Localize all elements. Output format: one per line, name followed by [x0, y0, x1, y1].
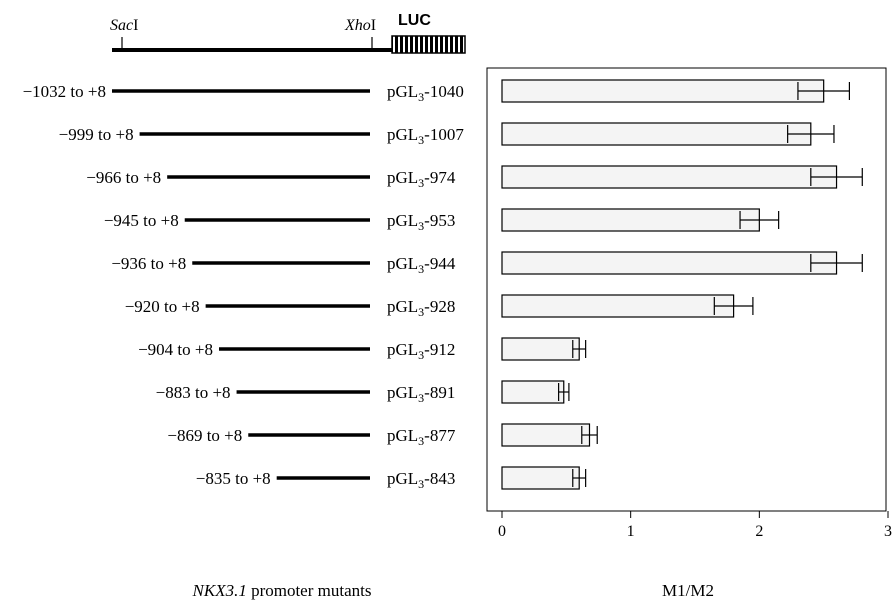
plasmid-label: pGL3-1007 [387, 125, 464, 147]
range-label: −1032 to +8 [23, 82, 106, 101]
bar [501, 122, 812, 146]
bar [501, 251, 838, 275]
bar [501, 380, 565, 404]
bar-chart: 0 1 2 3 [486, 67, 892, 540]
luc-label: LUC [398, 12, 431, 29]
range-label: −869 to +8 [167, 426, 242, 445]
plasmid-label: pGL3-1040 [387, 82, 464, 104]
bar [501, 208, 760, 232]
plasmid-label: pGL3-912 [387, 340, 455, 362]
bar [501, 337, 580, 361]
plasmid-label: pGL3-974 [387, 168, 456, 190]
plasmid-label: pGL3-843 [387, 469, 455, 491]
error-bars [558, 82, 863, 487]
luc-reporter-box [391, 35, 466, 54]
x-tick-label: 2 [755, 523, 763, 540]
x-tick-label: 3 [884, 523, 892, 540]
bars [501, 79, 838, 490]
x-tick-label: 1 [627, 523, 635, 540]
bar [501, 423, 591, 447]
bar [501, 165, 838, 189]
range-label: −920 to +8 [125, 297, 200, 316]
range-label: −945 to +8 [104, 211, 179, 230]
saci-site-label: SacI [110, 17, 138, 34]
mutant-rows: −1032 to +8 pGL3-1040 −999 to +8 pGL3-1007 −… [23, 82, 465, 491]
bar [501, 466, 580, 490]
x-axis: 0 1 2 3 [498, 511, 892, 540]
plasmid-label: pGL3-928 [387, 297, 455, 319]
range-label: −835 to +8 [196, 469, 271, 488]
xhoi-site-label: XhoI [344, 17, 376, 34]
bar [501, 294, 735, 318]
bar [501, 79, 825, 103]
range-label: −966 to +8 [86, 168, 161, 187]
plasmid-label: pGL3-953 [387, 211, 455, 233]
range-label: −936 to +8 [111, 254, 186, 273]
range-label: −999 to +8 [59, 125, 134, 144]
plasmid-label: pGL3-944 [387, 254, 456, 276]
plasmid-label: pGL3-891 [387, 383, 455, 405]
range-label: −904 to +8 [138, 340, 213, 359]
x-tick-label: 0 [498, 523, 506, 540]
x-axis-title: M1/M2 [662, 581, 714, 600]
construct-schematic: SacI XhoI LUC [110, 12, 466, 54]
range-label: −883 to +8 [156, 383, 231, 402]
left-title: NKX3.1 promoter mutants [192, 581, 372, 600]
plasmid-label: pGL3-877 [387, 426, 456, 448]
plot-frame [486, 67, 887, 512]
